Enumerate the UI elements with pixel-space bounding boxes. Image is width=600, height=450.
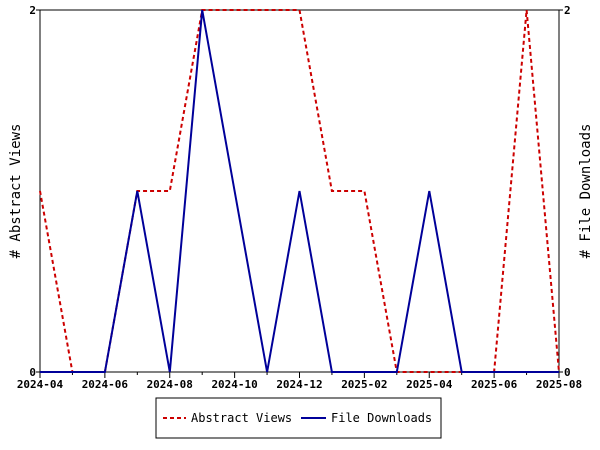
legend-label-file-downloads: File Downloads	[331, 411, 432, 425]
x-tick-label-2: 2024-08	[147, 378, 193, 391]
x-tick-label-3: 2024-10	[211, 378, 257, 391]
y-axis-left-title: # Abstract Views	[8, 124, 24, 259]
y-left-tick-label-1: 2	[29, 4, 36, 17]
x-tick-label-0: 2024-04	[17, 378, 64, 391]
legend: Abstract Views File Downloads	[155, 397, 442, 439]
x-tick-label-8: 2025-08	[536, 378, 582, 391]
right-y-axis: 02	[559, 4, 571, 379]
x-tick-label-4: 2024-12	[276, 378, 322, 391]
legend-label-abstract-views: Abstract Views	[191, 411, 292, 425]
x-axis-tick-labels: 2024-04 2024-06 2024-08 2024-10 2024-12 2025-…	[17, 378, 582, 391]
x-tick-label-5: 2025-02	[341, 378, 387, 391]
y-right-tick-label-0: 0	[564, 366, 571, 379]
series-lines	[39, 9, 560, 373]
legend-box	[155, 397, 442, 439]
left-y-axis: 02	[29, 4, 40, 379]
y-right-tick-label-1: 2	[564, 4, 571, 17]
x-tick-label-1: 2024-06	[82, 378, 129, 391]
x-tick-label-6: 2025-04	[406, 378, 453, 391]
y-axis-right-title: # File Downloads	[578, 124, 594, 259]
y-left-tick-label-0: 0	[29, 366, 36, 379]
series-line-file-downloads	[40, 9, 559, 373]
x-tick-label-7: 2025-06	[471, 378, 518, 391]
